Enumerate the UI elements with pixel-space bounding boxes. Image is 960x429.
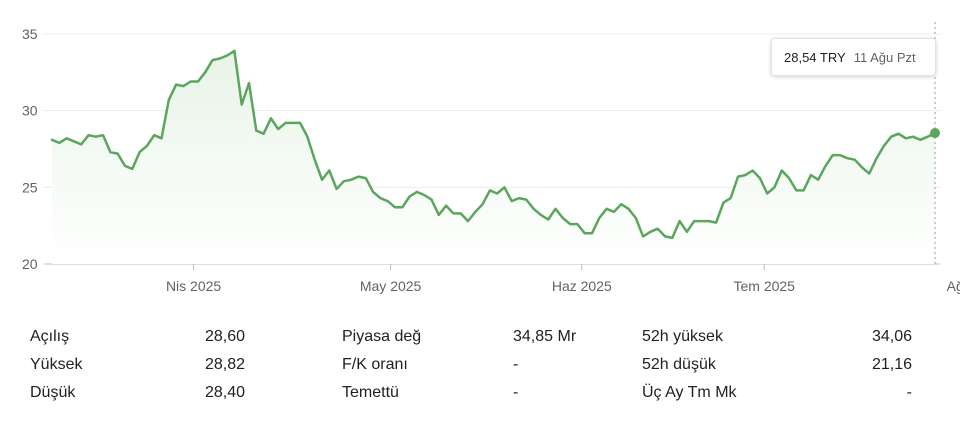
- stat-value-pe-ratio: -: [513, 356, 519, 373]
- x-tick-label: Nis 2025: [166, 278, 221, 294]
- stat-label-open: Açılış: [30, 328, 70, 345]
- stat-value-low: 28,40: [204, 384, 245, 401]
- stats-row-low: Düşük 28,40 Temettü - Üç Ay Tm Mk -: [30, 379, 930, 407]
- x-tick-label: May 2025: [360, 278, 422, 294]
- y-tick-label-25: 25: [22, 179, 38, 195]
- stat-value-high: 28,82: [204, 356, 245, 373]
- price-tooltip: 28,54 TRY 11 Ağu Pzt: [771, 38, 936, 76]
- price-line: [50, 49, 937, 240]
- stat-label-market-cap: Piyasa değ: [342, 328, 422, 345]
- stat-label-quarterly-div: Üç Ay Tm Mk: [642, 384, 737, 401]
- x-tick-label: Haz 2025: [552, 278, 612, 294]
- stats-table: Açılış 28,60 Piyasa değ 34,85 Mr 52h yük…: [30, 323, 930, 407]
- stat-label-52w-high: 52h yüksek: [642, 328, 723, 345]
- y-tick-label-35: 35: [22, 26, 38, 42]
- stat-value-52w-low: 21,16: [871, 356, 912, 373]
- stat-value-market-cap: 34,85 Mr: [513, 328, 577, 345]
- stat-value-quarterly-div: -: [906, 384, 912, 401]
- stats-row-open: Açılış 28,60 Piyasa değ 34,85 Mr 52h yük…: [30, 323, 930, 351]
- y-tick-label-20: 20: [22, 256, 38, 272]
- stat-value-open: 28,60: [204, 328, 245, 345]
- y-tick-label-30: 30: [22, 103, 38, 119]
- stat-label-pe-ratio: F/K oranı: [342, 356, 408, 373]
- tooltip-date: 11 Ağu Pzt: [853, 49, 916, 65]
- stat-label-dividend: Temettü: [342, 384, 399, 401]
- stat-label-52w-low: 52h düşük: [642, 356, 716, 373]
- x-tick-label: Tem 2025: [733, 278, 795, 294]
- x-tick-label: Ağu 2025: [947, 278, 960, 294]
- stat-value-52w-high: 34,06: [871, 328, 912, 345]
- stat-label-high: Yüksek: [30, 356, 83, 373]
- stat-value-dividend: -: [513, 384, 519, 401]
- stat-label-low: Düşük: [30, 384, 76, 401]
- price-area: [52, 50, 935, 265]
- stats-row-high: Yüksek 28,82 F/K oranı - 52h düşük 21,16: [30, 351, 930, 379]
- tooltip-price: 28,54 TRY: [784, 49, 846, 65]
- current-point-marker: [930, 128, 940, 139]
